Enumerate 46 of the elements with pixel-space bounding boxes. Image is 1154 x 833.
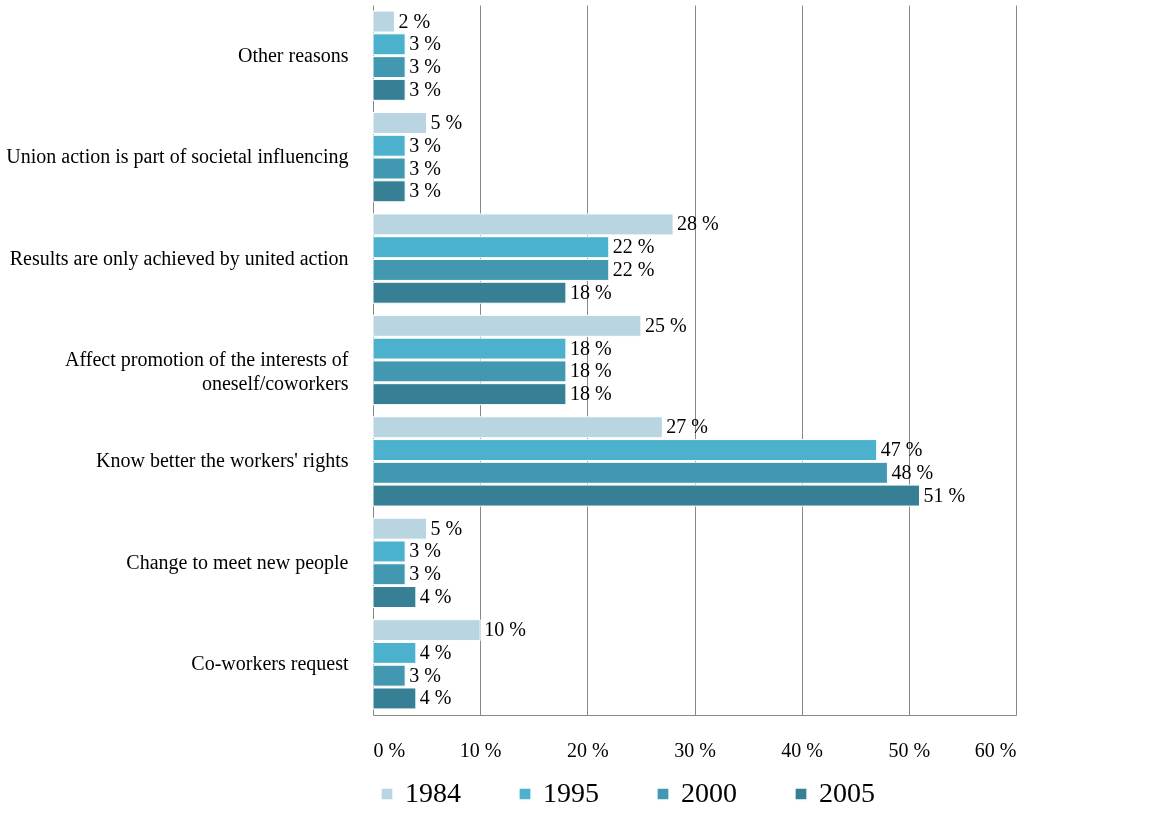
data-label: 25 %	[644, 313, 687, 336]
data-label: 3 %	[409, 77, 441, 100]
legend-label: 1984	[405, 777, 461, 808]
data-label: 10 %	[484, 618, 526, 641]
data-label: 22 %	[612, 235, 655, 258]
data-label: 3 %	[409, 32, 441, 55]
data-label: 22 %	[612, 257, 655, 280]
data-label: 3 %	[409, 539, 441, 562]
data-label: 47 %	[880, 438, 923, 461]
x-tick-label: 30 %	[674, 738, 716, 761]
x-tick-label: 50 %	[888, 738, 931, 761]
y-tick-label: Union action is part of societal influencing	[6, 145, 349, 169]
y-tick-label: Other reasons	[237, 43, 349, 66]
y-tick-label: Change to meet new people	[126, 550, 349, 574]
y-tick-label: Co-workers request	[191, 652, 349, 676]
data-label: 5 %	[430, 110, 463, 133]
legend-label: 2000	[681, 777, 737, 808]
data-label: 3 %	[409, 55, 441, 78]
x-tick-label: 10 %	[459, 738, 502, 761]
data-label: 3 %	[409, 179, 441, 202]
data-label: 48 %	[891, 460, 934, 483]
x-tick-label: 0 %	[373, 738, 406, 761]
data-label: 3 %	[409, 562, 441, 585]
y-tick-label: Results are only achieved by united action	[9, 246, 349, 270]
legend-label: 1995	[543, 777, 599, 808]
data-label: 18 %	[569, 382, 612, 405]
legend-label: 2005	[819, 777, 875, 808]
data-label: 3 %	[409, 133, 441, 156]
data-label: 3 %	[409, 663, 441, 686]
x-tick-label: 40 %	[781, 738, 823, 761]
data-label: 18 %	[569, 359, 612, 382]
y-tick-label: Affect promotion of the interests of oneself/coworkers	[65, 348, 349, 394]
x-tick-label: 60 %	[974, 738, 1017, 761]
data-label: 18 %	[569, 280, 612, 303]
y-tick-label: Know better the workers' rights	[96, 449, 349, 473]
x-tick-label: 20 %	[567, 738, 609, 761]
data-label: 51 %	[923, 483, 966, 506]
data-label: 27 %	[666, 415, 709, 438]
data-label: 4 %	[419, 585, 452, 608]
data-label: 2 %	[398, 9, 431, 32]
data-label: 4 %	[419, 686, 452, 709]
data-label: 5 %	[430, 516, 463, 539]
data-label: 3 %	[409, 156, 441, 179]
data-label: 28 %	[677, 212, 719, 235]
data-label: 18 %	[569, 336, 612, 359]
data-label: 4 %	[419, 640, 452, 663]
